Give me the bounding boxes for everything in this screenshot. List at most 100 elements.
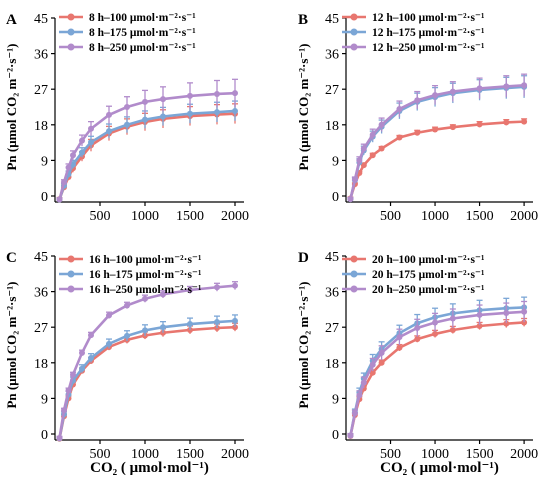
data-point	[432, 92, 439, 99]
panel-letter-b: B	[298, 12, 308, 28]
panel-a: A 0 9 18 27 36 45 500 1000 1500 2000 Pn (μmol CO₂ m…	[4, 12, 249, 224]
legend-label: 20 h–250 μmol·m⁻²·s⁻¹	[372, 284, 484, 296]
series-3	[347, 300, 528, 439]
x-axis-label: CO₂ ( μmol·mol⁻¹)	[380, 460, 499, 476]
legend: 16 h–100 μmol·m⁻²·s⁻¹ 16 h–175 μmol·m⁻²·s…	[59, 254, 201, 296]
data-point	[187, 321, 193, 328]
series-line	[349, 83, 525, 200]
legend-swatch-marker	[350, 270, 358, 278]
series-line	[58, 284, 236, 439]
legend-swatch-marker	[67, 255, 75, 263]
data-point	[79, 349, 85, 356]
legend-label: 8 h–250 μmol·m⁻²·s⁻¹	[89, 42, 196, 54]
y-tick-label: 45	[34, 12, 48, 27]
y-tick-label: 9	[41, 154, 48, 169]
data-point	[232, 107, 238, 114]
x-tick-label: 1000	[131, 209, 159, 224]
data-point	[378, 145, 385, 152]
x-tick-label: 500	[380, 209, 401, 224]
data-point	[476, 311, 483, 318]
data-point	[70, 152, 76, 159]
data-point	[396, 344, 403, 351]
data-point	[378, 349, 385, 356]
x-tick-label: 2000	[510, 209, 538, 224]
data-point	[503, 83, 510, 90]
data-point	[214, 284, 220, 291]
data-point	[160, 291, 166, 298]
x-tick-label: 2000	[221, 209, 249, 224]
x-axis-label: CO₂ ( μmol·mol⁻¹)	[90, 460, 209, 476]
data-point	[160, 96, 166, 103]
legend-label: 12 h–175 μmol·m⁻²·s⁻¹	[372, 27, 484, 39]
y-tick-label: 18	[325, 357, 339, 372]
data-point	[56, 434, 63, 441]
series-2	[347, 296, 528, 439]
legend-swatch-marker	[67, 43, 75, 51]
data-point	[232, 90, 238, 97]
data-point	[142, 327, 148, 334]
legend-swatch-marker	[67, 28, 75, 36]
data-point	[503, 309, 510, 316]
legend-label: 8 h–175 μmol·m⁻²·s⁻¹	[89, 27, 196, 39]
data-point	[79, 365, 85, 372]
data-point	[65, 164, 72, 171]
data-point	[414, 324, 421, 331]
data-point	[396, 105, 403, 112]
y-tick-label: 36	[34, 286, 48, 301]
y-tick-label: 18	[34, 357, 48, 372]
panel-letter-d: D	[298, 250, 309, 266]
data-point	[232, 282, 238, 289]
x-tick-label: 500	[90, 447, 111, 462]
data-point	[142, 116, 148, 123]
y-axis-label: Pn (μmol CO₂ m⁻²·s⁻¹)	[4, 43, 19, 170]
legend-label: 8 h–100 μmol·m⁻²·s⁻¹	[89, 12, 196, 24]
series-3	[347, 73, 528, 203]
data-point	[396, 334, 403, 341]
panel-d: D 0 9 18 27 36 45 500 1000 1500 2000 Pn (μmol CO₂ m…	[296, 250, 538, 476]
y-tick-label: 18	[325, 119, 339, 134]
data-point	[414, 129, 421, 136]
data-point	[360, 162, 367, 169]
x-tick-label: 500	[380, 447, 401, 462]
y-tick-label: 27	[325, 83, 339, 98]
series-1	[56, 322, 238, 442]
data-point	[414, 97, 421, 104]
data-point	[214, 90, 220, 97]
data-point	[369, 131, 376, 138]
data-point	[521, 308, 528, 315]
x-tick-label: 1500	[466, 209, 494, 224]
data-point	[449, 124, 456, 131]
data-point	[106, 312, 112, 319]
x-tick-label: 1000	[131, 447, 159, 462]
data-point	[214, 109, 220, 116]
data-point	[142, 98, 148, 105]
data-point	[347, 196, 354, 203]
series-line	[349, 321, 525, 437]
data-point	[56, 196, 63, 203]
y-tick-label: 9	[332, 392, 339, 407]
data-point	[187, 110, 193, 117]
series-line	[349, 85, 525, 200]
series-3	[56, 78, 238, 203]
y-tick-label: 45	[34, 250, 48, 265]
y-tick-label: 0	[332, 190, 339, 205]
y-tick-label: 36	[325, 48, 339, 63]
data-point	[124, 104, 130, 110]
data-point	[503, 320, 510, 327]
panel-letter-c: C	[6, 250, 17, 266]
data-point	[369, 152, 376, 159]
data-point	[360, 379, 367, 386]
legend-label: 12 h–100 μmol·m⁻²·s⁻¹	[372, 12, 484, 24]
y-tick-label: 9	[332, 154, 339, 169]
data-point	[232, 317, 238, 324]
data-point	[187, 287, 193, 294]
series-2	[56, 100, 238, 203]
data-point	[414, 336, 421, 343]
data-point	[88, 332, 94, 339]
legend-label: 20 h–100 μmol·m⁻²·s⁻¹	[372, 254, 484, 266]
legend-swatch-marker	[350, 255, 358, 263]
y-tick-label: 27	[325, 321, 339, 336]
data-point	[351, 176, 358, 183]
x-tick-label: 1500	[466, 447, 494, 462]
